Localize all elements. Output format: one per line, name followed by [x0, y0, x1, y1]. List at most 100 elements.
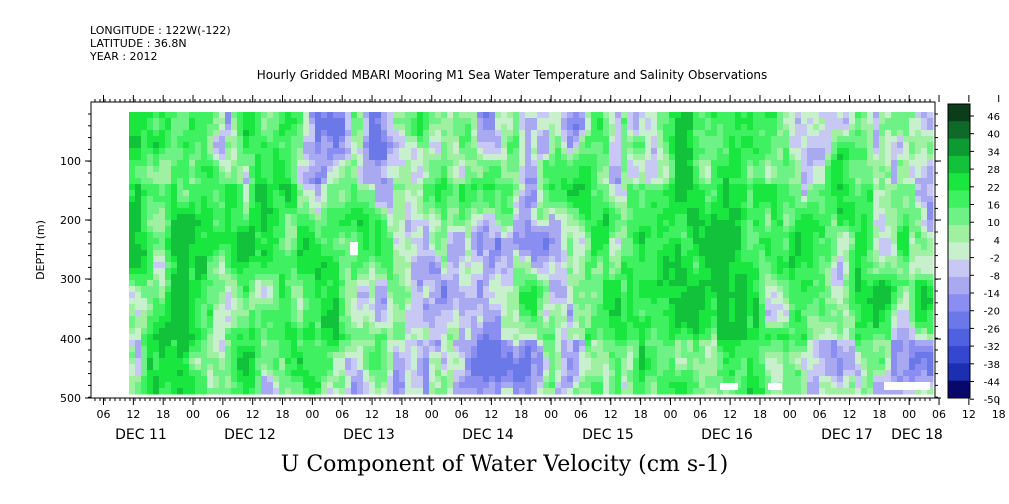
heatmap-cell [501, 148, 508, 155]
heatmap-cell [681, 238, 688, 245]
heatmap-cell [297, 250, 304, 257]
heatmap-cell [279, 226, 286, 233]
heatmap-cell [411, 280, 418, 287]
heatmap-cell [291, 292, 298, 299]
heatmap-cell [627, 208, 634, 215]
heatmap-cell [783, 310, 790, 317]
heatmap-cell [507, 310, 514, 317]
heatmap-cell [453, 214, 460, 221]
heatmap-cell [753, 274, 760, 281]
heatmap-cell [519, 262, 526, 269]
heatmap-cell [585, 298, 592, 305]
heatmap-cell [429, 148, 436, 155]
heatmap-cell [177, 202, 184, 209]
heatmap-cell [873, 160, 880, 167]
heatmap-cell [267, 148, 274, 155]
heatmap-cell [765, 154, 772, 161]
heatmap-cell [915, 148, 922, 155]
heatmap-cell [453, 202, 460, 209]
heatmap-cell [213, 232, 220, 239]
heatmap-cell [429, 124, 436, 131]
heatmap-cell [825, 292, 832, 299]
heatmap-cell [297, 328, 304, 335]
heatmap-cell [645, 130, 652, 137]
heatmap-cell [471, 262, 478, 269]
heatmap-cell [429, 268, 436, 275]
heatmap-cell [675, 136, 682, 143]
heatmap-cell [147, 130, 154, 137]
heatmap-cell [633, 196, 640, 203]
heatmap-cell [675, 232, 682, 239]
heatmap-cell [843, 154, 850, 161]
heatmap-cell [183, 196, 190, 203]
heatmap-cell [849, 208, 856, 215]
heatmap-cell [489, 262, 496, 269]
heatmap-cell [765, 256, 772, 263]
heatmap-cell [129, 328, 136, 335]
heatmap-cell [507, 184, 514, 191]
heatmap-cell [633, 202, 640, 209]
heatmap-cell [405, 268, 412, 275]
heatmap-cell [255, 316, 262, 323]
heatmap-cell [525, 208, 532, 215]
heatmap-cell [903, 160, 910, 167]
heatmap-cell [351, 316, 358, 323]
heatmap-cell [891, 280, 898, 287]
heatmap-cell [489, 130, 496, 137]
heatmap-cell [195, 292, 202, 299]
heatmap-cell [759, 148, 766, 155]
heatmap-cell [141, 136, 148, 143]
heatmap-cell [507, 118, 514, 125]
heatmap-cell [903, 184, 910, 191]
heatmap-cell [513, 238, 520, 245]
heatmap-cell [771, 322, 778, 329]
heatmap-cell [279, 190, 286, 197]
heatmap-cell [189, 172, 196, 179]
heatmap-cell [729, 112, 736, 119]
heatmap-cell [813, 220, 820, 227]
heatmap-cell [675, 286, 682, 293]
heatmap-cell [663, 292, 670, 299]
heatmap-cell [633, 190, 640, 197]
heatmap-cell [501, 142, 508, 149]
heatmap-cell [249, 160, 256, 167]
heatmap-cell [873, 322, 880, 329]
heatmap-cell [189, 316, 196, 323]
heatmap-cell [465, 238, 472, 245]
heatmap-cell [429, 232, 436, 239]
heatmap-cell [273, 316, 280, 323]
heatmap-cell [321, 256, 328, 263]
heatmap-cell [825, 166, 832, 173]
heatmap-cell [219, 274, 226, 281]
heatmap-cell [597, 298, 604, 305]
heatmap-cell [657, 178, 664, 185]
heatmap-cell [567, 256, 574, 263]
heatmap-cell [675, 208, 682, 215]
heatmap-cell [291, 142, 298, 149]
heatmap-cell [543, 244, 550, 251]
heatmap-cell [363, 328, 370, 335]
heatmap-cell [345, 202, 352, 209]
heatmap-cell [681, 142, 688, 149]
heatmap-cell [867, 274, 874, 281]
heatmap-cell [453, 262, 460, 269]
heatmap-cell [927, 184, 934, 191]
heatmap-cell [789, 268, 796, 275]
heatmap-cell [897, 214, 904, 221]
heatmap-cell [639, 172, 646, 179]
heatmap-cell [381, 244, 388, 251]
heatmap-cell [183, 232, 190, 239]
heatmap-cell [723, 316, 730, 323]
heatmap-cell [525, 184, 532, 191]
heatmap-cell [777, 298, 784, 305]
heatmap-cell [591, 214, 598, 221]
heatmap-cell [927, 148, 934, 155]
heatmap-cell [777, 232, 784, 239]
heatmap-cell [477, 112, 484, 119]
heatmap-cell [675, 250, 682, 257]
heatmap-cell [861, 322, 868, 329]
heatmap-cell [291, 136, 298, 143]
heatmap-cell [699, 304, 706, 311]
heatmap-cell [549, 250, 556, 257]
heatmap-cell [825, 196, 832, 203]
